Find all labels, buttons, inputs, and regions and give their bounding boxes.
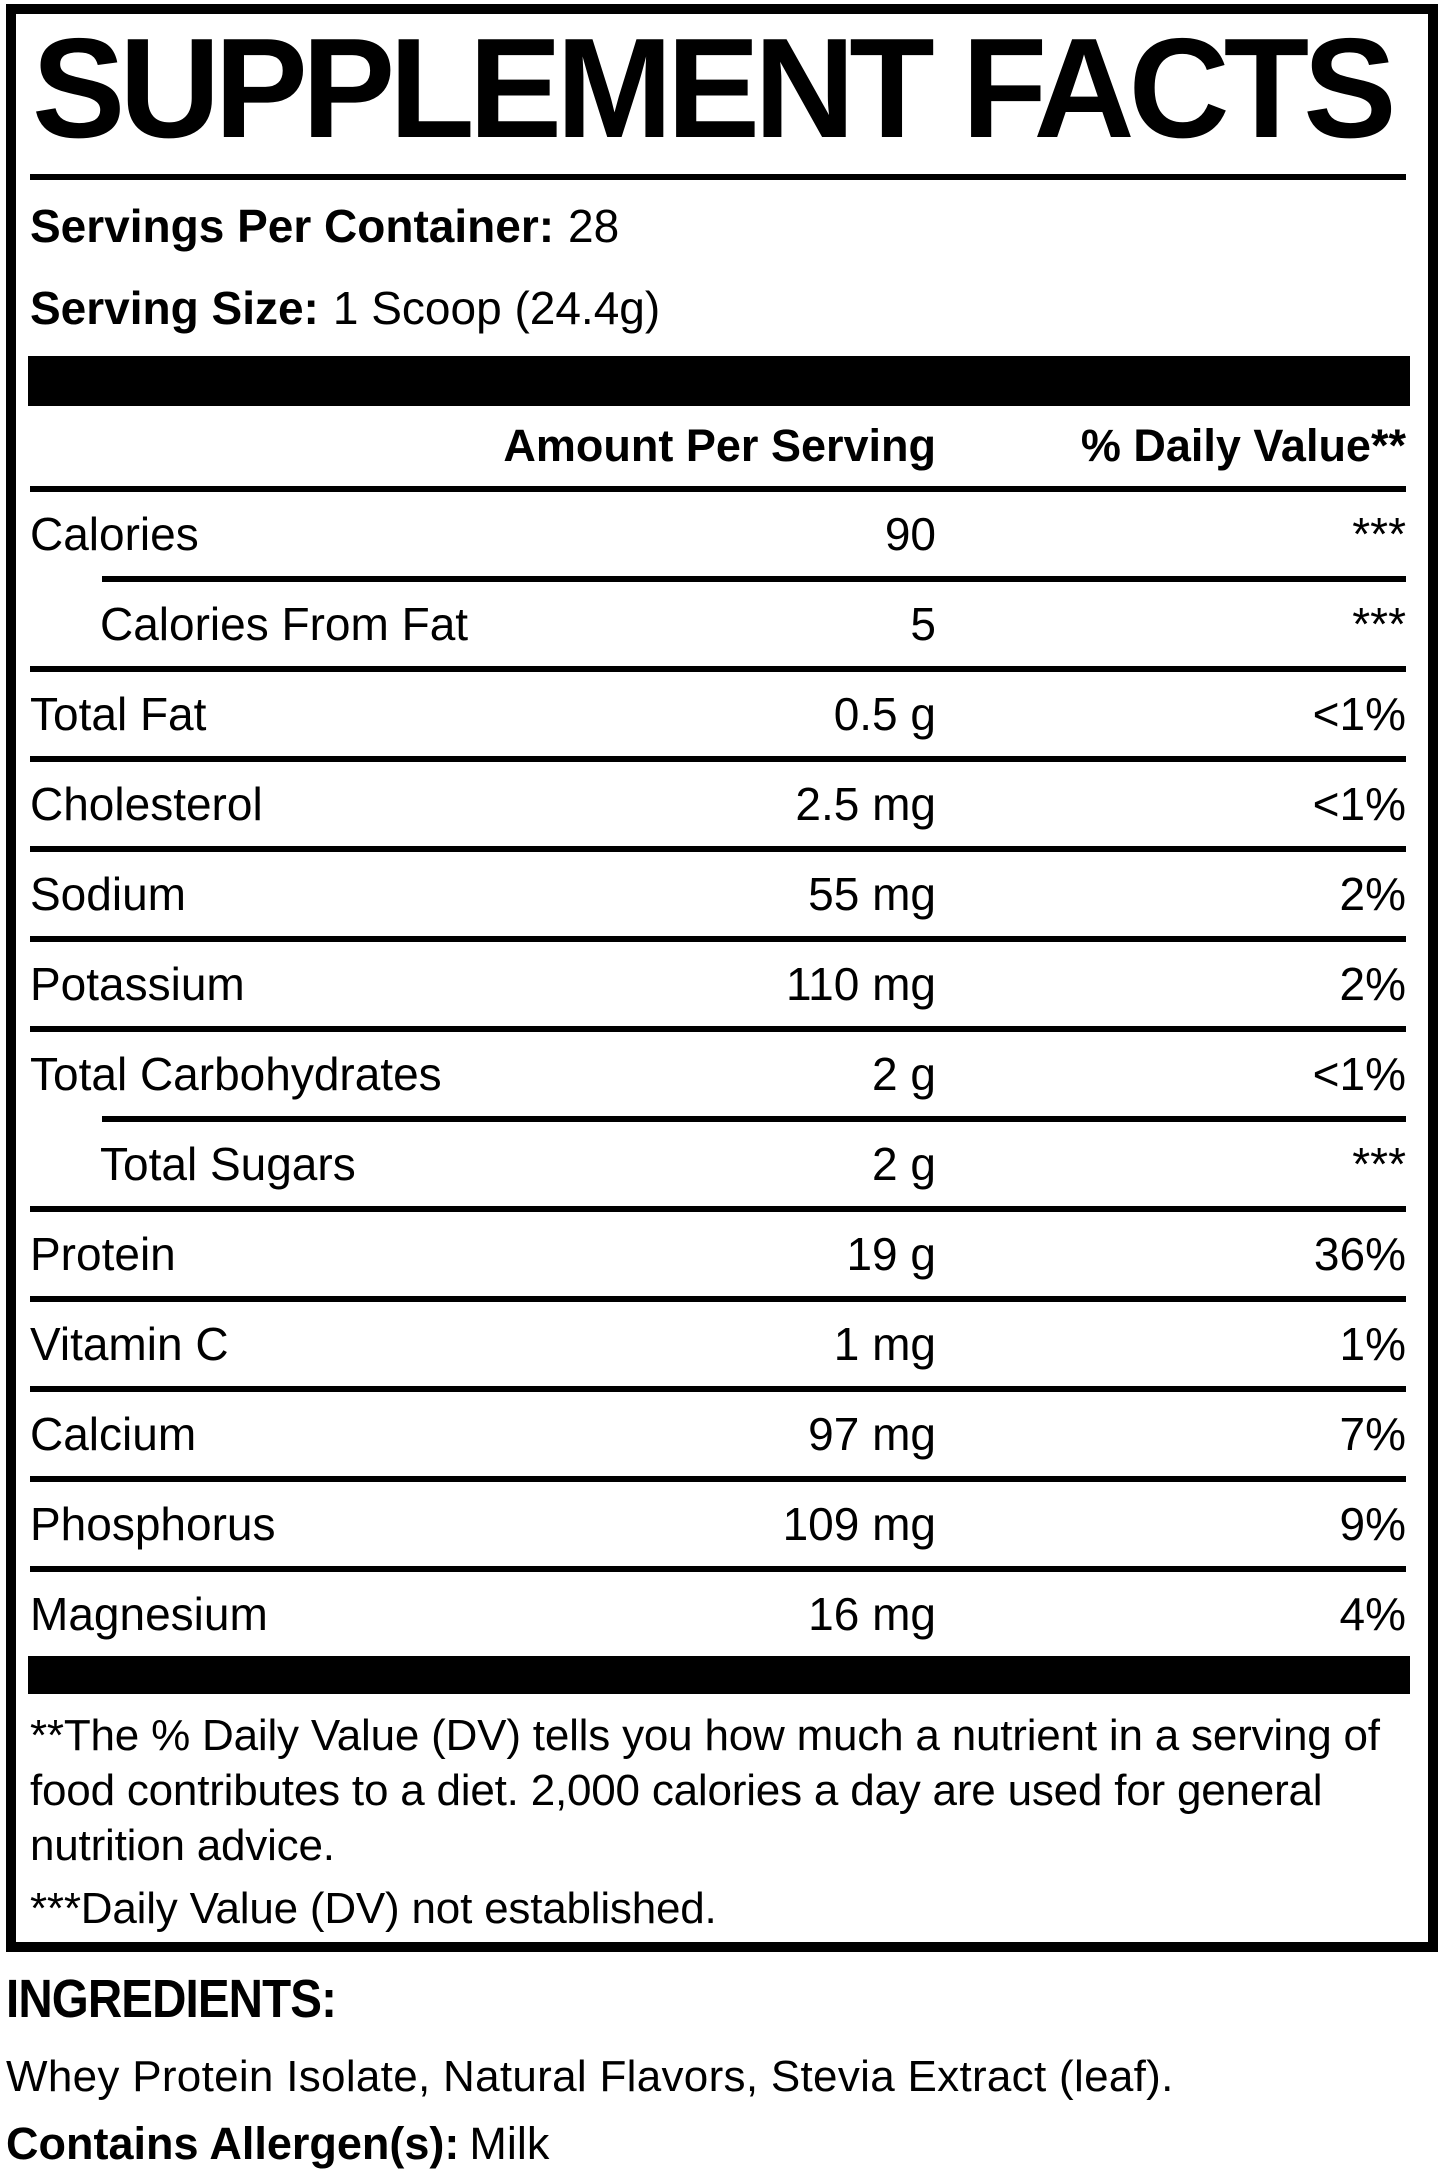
nutrient-daily-value: 9% (1339, 1498, 1406, 1550)
not-established-footnote: ***Daily Value (DV) not established. (30, 1884, 717, 1933)
nutrient-row: Magnesium 16 mg 4% (30, 1572, 1406, 1656)
title-divider (30, 174, 1406, 180)
nutrient-name: Calories From Fat (100, 598, 469, 650)
row-separator (30, 1296, 1406, 1302)
serving-size-line: Serving Size: 1 Scoop (24.4g) (30, 278, 1406, 338)
nutrient-daily-value: 4% (1339, 1588, 1406, 1640)
allergen-value: Milk (469, 2118, 550, 2169)
row-separator (30, 1026, 1406, 1032)
nutrient-daily-value: <1% (1312, 688, 1406, 740)
nutrient-name: Potassium (30, 958, 245, 1010)
nutrient-daily-value: 36% (1313, 1228, 1406, 1280)
allergen-label: Contains Allergen(s): (6, 2118, 460, 2169)
nutrient-amount: 109 mg (782, 1498, 936, 1550)
nutrient-amount: 2 g (872, 1048, 936, 1100)
nutrient-row: Sodium 55 mg 2% (30, 852, 1406, 936)
nutrient-daily-value: *** (1352, 508, 1406, 560)
nutrient-name: Cholesterol (30, 778, 263, 830)
panel-title: SUPPLEMENT FACTS (32, 9, 1397, 168)
amount-per-serving-header: Amount Per Serving (503, 420, 936, 471)
nutrient-row: Potassium 110 mg 2% (30, 942, 1406, 1026)
nutrient-name: Vitamin C (30, 1318, 229, 1370)
nutrient-name: Sodium (30, 868, 186, 920)
serving-size-value: 1 Scoop (24.4g) (332, 282, 661, 334)
nutrient-row: Protein 19 g 36% (30, 1212, 1406, 1296)
nutrient-daily-value: 1% (1339, 1318, 1406, 1370)
daily-value-header: % Daily Value** (1080, 420, 1406, 471)
nutrient-amount: 2 g (872, 1138, 936, 1190)
ingredients-list: Whey Protein Isolate, Natural Flavors, S… (6, 2052, 1174, 2101)
row-separator (30, 486, 1406, 492)
nutrient-amount: 110 mg (785, 958, 936, 1010)
nutrient-row: Vitamin C 1 mg 1% (30, 1302, 1406, 1386)
top-thick-bar (28, 356, 1410, 406)
row-separator (30, 1476, 1406, 1482)
nutrient-row: Calcium 97 mg 7% (30, 1392, 1406, 1476)
nutrient-row: Calories 90 *** (30, 492, 1406, 576)
nutrient-rows: Calories 90 *** Calories From Fat 5 *** … (30, 486, 1406, 1656)
nutrient-name: Protein (30, 1228, 176, 1280)
allergen-line: Contains Allergen(s): Milk (6, 2118, 1436, 2170)
daily-value-footnote: **The % Daily Value (DV) tells you how m… (30, 1711, 1380, 1870)
nutrient-name: Phosphorus (30, 1498, 276, 1550)
nutrient-amount: 0.5 g (833, 688, 936, 740)
nutrient-daily-value: <1% (1312, 1048, 1406, 1100)
nutrient-amount: 19 g (846, 1228, 936, 1280)
nutrient-name: Total Sugars (100, 1138, 356, 1190)
nutrient-amount: 16 mg (808, 1588, 936, 1640)
servings-per-container-line: Servings Per Container: 28 (30, 196, 1406, 256)
table-header-row: Amount Per Serving % Daily Value** (30, 406, 1406, 486)
nutrient-name: Calcium (30, 1408, 197, 1460)
nutrient-row: Total Carbohydrates 2 g <1% (30, 1032, 1406, 1116)
row-separator (30, 1566, 1406, 1572)
row-separator (30, 1206, 1406, 1212)
nutrient-daily-value: 7% (1339, 1408, 1406, 1460)
servings-per-container-value: 28 (568, 200, 620, 252)
nutrient-daily-value: 2% (1339, 868, 1406, 920)
serving-size-label: Serving Size: (30, 282, 319, 334)
nutrient-name: Total Carbohydrates (30, 1048, 442, 1100)
nutrient-row: Total Sugars 2 g *** (30, 1122, 1406, 1206)
nutrient-daily-value: *** (1352, 1138, 1406, 1190)
nutrient-row: Cholesterol 2.5 mg <1% (30, 762, 1406, 846)
nutrient-amount: 5 (910, 598, 936, 650)
nutrient-daily-value: <1% (1312, 778, 1406, 830)
bottom-thick-bar (28, 1656, 1410, 1694)
nutrient-row: Calories From Fat 5 *** (30, 582, 1406, 666)
row-separator (30, 1386, 1406, 1392)
ingredients-heading: INGREDIENTS: (6, 1969, 337, 2029)
nutrient-daily-value: 2% (1339, 958, 1406, 1010)
nutrient-row: Total Fat 0.5 g <1% (30, 672, 1406, 756)
nutrient-row: Phosphorus 109 mg 9% (30, 1482, 1406, 1566)
nutrient-amount: 55 mg (808, 868, 936, 920)
supplement-facts-panel: SUPPLEMENT FACTS Servings Per Container:… (6, 4, 1438, 1952)
nutrient-amount: 1 mg (833, 1318, 936, 1370)
nutrient-name: Total Fat (30, 688, 207, 740)
ingredients-section: INGREDIENTS: Whey Protein Isolate, Natur… (6, 1968, 1436, 2170)
row-separator (30, 936, 1406, 942)
nutrient-name: Calories (30, 508, 199, 560)
row-separator (102, 576, 1406, 582)
nutrient-daily-value: *** (1352, 598, 1406, 650)
nutrient-amount: 90 (884, 508, 936, 560)
row-separator (30, 666, 1406, 672)
nutrient-name: Magnesium (30, 1588, 268, 1640)
nutrient-amount: 97 mg (808, 1408, 936, 1460)
row-separator (30, 756, 1406, 762)
nutrient-amount: 2.5 mg (795, 778, 936, 830)
row-separator (30, 846, 1406, 852)
row-separator (102, 1116, 1406, 1122)
servings-per-container-label: Servings Per Container: (30, 200, 555, 252)
